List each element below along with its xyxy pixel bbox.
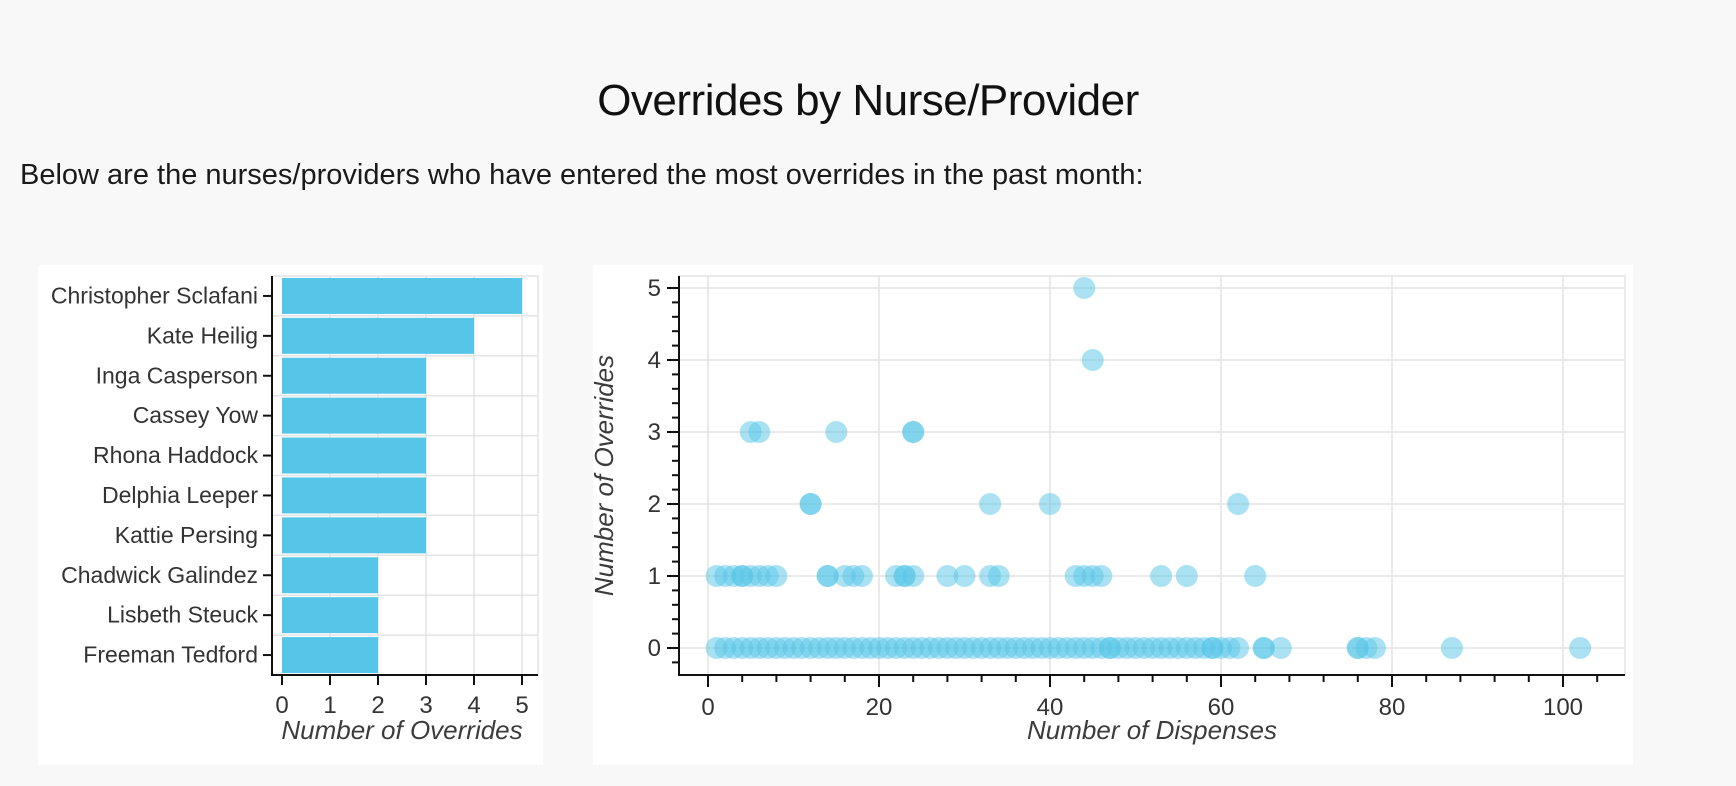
svg-text:Kate Heilig: Kate Heilig: [147, 322, 258, 348]
scatter-chart-canvas: 0 20 40 60 80 100 0 1 2 3 4 5 Number of Dispenses Num…: [593, 265, 1633, 765]
svg-text:20: 20: [866, 694, 893, 721]
svg-text:Lisbeth Steuck: Lisbeth Steuck: [107, 602, 258, 628]
svg-text:Inga Casperson: Inga Casperson: [96, 362, 258, 388]
svg-text:0: 0: [648, 635, 661, 662]
svg-text:5: 5: [648, 275, 661, 302]
overrides-vs-dispenses-scatter: 0 20 40 60 80 100 0 1 2 3 4 5 Number of Dispenses Num…: [593, 275, 1626, 745]
svg-text:4: 4: [648, 347, 661, 374]
svg-text:Freeman Tedford: Freeman Tedford: [83, 642, 258, 668]
svg-text:1: 1: [323, 692, 336, 719]
svg-text:40: 40: [1037, 694, 1064, 721]
bar-chart-canvas: Christopher Sclafani Kate Heilig Inga Casp…: [38, 265, 543, 765]
svg-text:2: 2: [648, 491, 661, 518]
svg-text:Cassey Yow: Cassey Yow: [133, 402, 259, 428]
page-subtitle: Below are the nurses/providers who have …: [20, 159, 1144, 191]
svg-text:2: 2: [371, 692, 384, 719]
svg-text:1: 1: [648, 563, 661, 590]
svg-text:60: 60: [1208, 694, 1235, 721]
svg-text:Chadwick Galindez: Chadwick Galindez: [61, 562, 258, 588]
svg-text:Christopher Sclafani: Christopher Sclafani: [51, 283, 258, 309]
svg-text:Number of Overrides: Number of Overrides: [593, 355, 619, 596]
svg-text:0: 0: [275, 692, 288, 719]
page-title: Overrides by Nurse/Provider: [597, 76, 1139, 125]
svg-text:0: 0: [701, 694, 714, 721]
svg-text:Number of Overrides: Number of Overrides: [281, 715, 522, 745]
overrides-bar-chart: Christopher Sclafani Kate Heilig Inga Casp…: [51, 275, 539, 745]
svg-text:Delphia Leeper: Delphia Leeper: [102, 482, 258, 508]
svg-text:80: 80: [1379, 694, 1406, 721]
svg-text:Number of Dispenses: Number of Dispenses: [1027, 715, 1277, 745]
svg-text:3: 3: [419, 692, 432, 719]
svg-text:5: 5: [515, 692, 528, 719]
svg-text:3: 3: [648, 419, 661, 446]
svg-text:Rhona Haddock: Rhona Haddock: [93, 442, 258, 468]
svg-text:4: 4: [467, 692, 480, 719]
svg-text:Kattie Persing: Kattie Persing: [115, 522, 258, 548]
svg-text:100: 100: [1543, 694, 1583, 721]
